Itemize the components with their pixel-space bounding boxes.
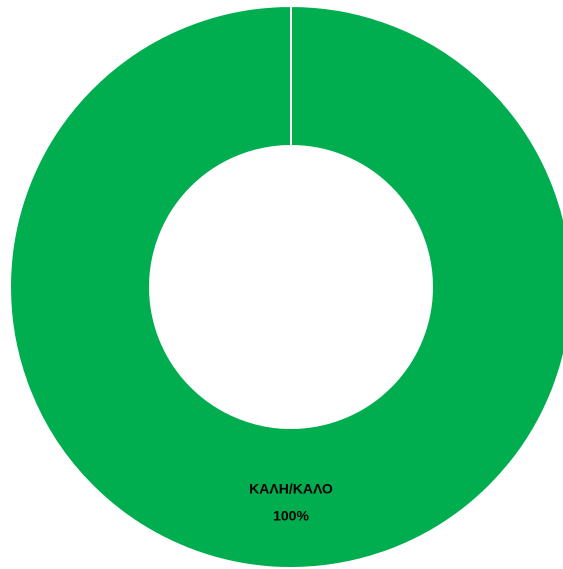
donut-segment <box>9 4 563 569</box>
segment-label: ΚΑΛΗ/ΚΑΛΟ <box>249 481 333 497</box>
segment-value-label: 100% <box>273 508 309 524</box>
